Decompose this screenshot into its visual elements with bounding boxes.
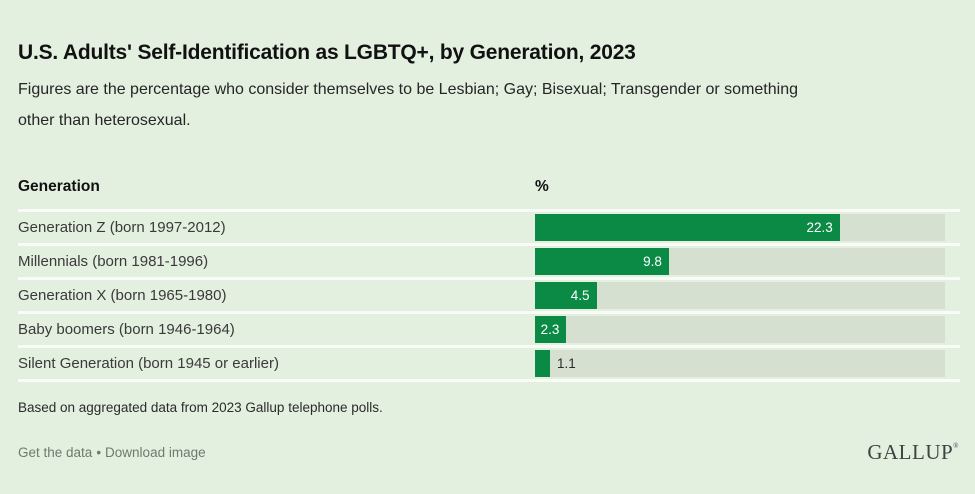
gallup-logo: GALLUP® — [867, 440, 959, 465]
bar-track: 1.1 — [535, 350, 945, 377]
bar-track: 22.3 — [535, 214, 945, 241]
bar-value: 2.3 — [540, 322, 560, 337]
row-label: Silent Generation (born 1945 or earlier) — [18, 355, 279, 372]
bar-millennials: 9.8 — [535, 248, 669, 275]
chart-row-generation-x: Generation X (born 1965-1980) 4.5 — [18, 277, 960, 311]
column-header-percent: % — [535, 178, 549, 195]
bar-track: 4.5 — [535, 282, 945, 309]
registered-trademark-mark: ® — [953, 442, 959, 450]
download-image-link[interactable]: Download image — [105, 445, 206, 460]
link-separator: • — [96, 445, 102, 460]
chart-subtitle-line2: other than heterosexual. — [18, 112, 191, 129]
chart-row-baby-boomers: Baby boomers (born 1946-1964) 2.3 — [18, 311, 960, 345]
bar-generation-x: 4.5 — [535, 282, 597, 309]
chart-subtitle-line1: Figures are the percentage who consider … — [18, 81, 798, 98]
bar-value: 22.3 — [806, 220, 833, 235]
chart-row-generation-z: Generation Z (born 1997-2012) 22.3 — [18, 209, 960, 243]
chart-row-silent-generation: Silent Generation (born 1945 or earlier)… — [18, 345, 960, 379]
bar-value: 9.8 — [643, 254, 662, 269]
chart-subtitle: Figures are the percentage who consider … — [18, 74, 955, 136]
bar-value: 1.1 — [557, 356, 576, 371]
get-the-data-link[interactable]: Get the data — [18, 445, 93, 460]
row-label: Baby boomers (born 1946-1964) — [18, 321, 235, 338]
chart-title: U.S. Adults' Self-Identification as LGBT… — [18, 41, 636, 65]
bar-track: 2.3 — [535, 316, 945, 343]
bar-silent-generation: 1.1 — [535, 350, 576, 377]
bar-track: 9.8 — [535, 248, 945, 275]
column-headers: Generation % — [18, 178, 960, 198]
bar-value: 4.5 — [570, 288, 590, 303]
column-header-generation: Generation — [18, 178, 100, 195]
footer-links: Get the data • Download image — [18, 445, 206, 460]
gallup-logo-text: GALLUP — [867, 440, 954, 464]
chart-footnote: Based on aggregated data from 2023 Gallu… — [18, 400, 383, 415]
bar-chart: Generation Z (born 1997-2012) 22.3 Mille… — [18, 209, 960, 382]
row-label: Generation X (born 1965-1980) — [18, 287, 227, 304]
bar-baby-boomers: 2.3 — [535, 316, 567, 343]
row-label: Millennials (born 1981-1996) — [18, 253, 209, 270]
row-label: Generation Z (born 1997-2012) — [18, 219, 226, 236]
bar-generation-z: 22.3 — [535, 214, 840, 241]
chart-row-millennials: Millennials (born 1981-1996) 9.8 — [18, 243, 960, 277]
